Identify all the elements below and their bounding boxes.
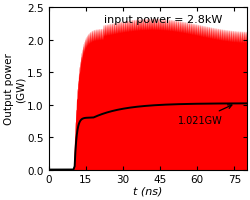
Y-axis label: Output power
(GW): Output power (GW) [4,53,26,125]
X-axis label: t (ns): t (ns) [132,186,162,196]
Text: 1.021GW: 1.021GW [177,105,231,125]
Text: input power = 2.8kW: input power = 2.8kW [104,15,222,25]
